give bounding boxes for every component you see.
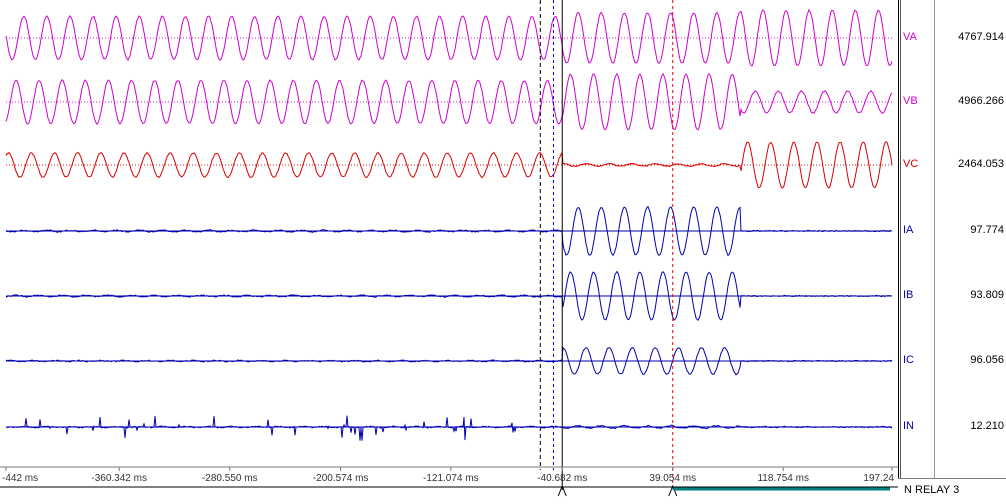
time-axis: -442 ms -360.342 ms -280.550 ms -200.574 ms… xyxy=(0,466,898,491)
cursor-marker-red xyxy=(668,484,678,497)
x-tick-label: -442 ms xyxy=(2,473,38,484)
waveform-ia xyxy=(5,205,893,257)
x-tick-label: 118.754 ms xyxy=(757,473,809,484)
cursor-marker-main xyxy=(557,484,567,497)
channel-name-ib[interactable]: IB xyxy=(903,289,914,301)
x-tick-label: -280.550 ms xyxy=(202,473,258,484)
x-tick-label: -200.574 ms xyxy=(313,473,369,484)
waveform-plot[interactable]: -442 ms -360.342 ms -280.550 ms -200.574 ms… xyxy=(0,0,898,503)
x-tick-label: -121.074 ms xyxy=(423,473,479,484)
waveform-vc xyxy=(5,141,893,189)
panel-borders xyxy=(898,0,935,503)
waveform-va xyxy=(5,8,893,67)
channel-name-in[interactable]: IN xyxy=(903,420,914,432)
waveform-in xyxy=(5,415,892,441)
relay-status-bar: N RELAY 3 xyxy=(898,478,1006,504)
channel-value-ib: 93.809 xyxy=(970,289,1004,301)
channel-waveforms xyxy=(5,8,893,441)
channel-value-vc: 2464.053 xyxy=(958,158,1004,170)
channel-value-in: 12.210 xyxy=(970,420,1004,432)
channel-value-va: 4767.914 xyxy=(958,31,1004,43)
channel-value-ia: 97.774 xyxy=(970,224,1004,236)
relay-label: N RELAY 3 xyxy=(904,484,960,496)
channel-value-panel: VA 4767.914 VB 4966.266 VC 2464.053 IA 97.774 IB… xyxy=(898,0,1006,503)
x-tick-label: 197.24 xyxy=(863,473,894,484)
waveform-ic xyxy=(5,346,893,376)
waveform-ib xyxy=(5,270,893,322)
x-tick-label: 39.054 ms xyxy=(649,473,696,484)
channel-value-ic: 96.056 xyxy=(970,354,1004,366)
channel-name-vb[interactable]: VB xyxy=(903,95,918,107)
x-tick-label: -40.682 ms xyxy=(537,473,587,484)
waveform-vb xyxy=(5,72,893,131)
channel-name-ic[interactable]: IC xyxy=(903,354,914,366)
channel-name-va[interactable]: VA xyxy=(903,31,917,43)
channel-name-ia[interactable]: IA xyxy=(903,224,914,236)
time-cursors xyxy=(539,0,678,497)
channel-value-vb: 4966.266 xyxy=(958,95,1004,107)
x-tick-label: -360.342 ms xyxy=(91,473,147,484)
channel-name-vc[interactable]: VC xyxy=(903,158,919,170)
